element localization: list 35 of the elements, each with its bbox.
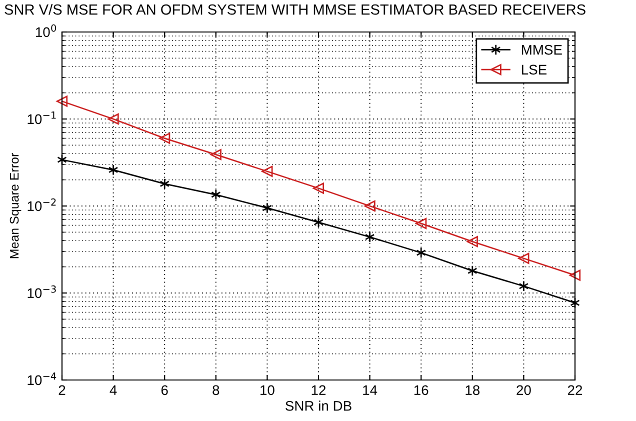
x-tick-label: 12 [312, 385, 326, 395]
point [108, 113, 119, 125]
point [416, 218, 427, 230]
chart-title: SNR V/S MSE FOR AN OFDM SYSTEM WITH MMSE ESTIMATOR BASED RECEIVERS [4, 4, 586, 15]
point [210, 149, 222, 160]
legend-label: LSE [522, 64, 546, 75]
x-tick-label: 10 [260, 385, 274, 396]
x-tick-label: 8 [212, 385, 220, 396]
point [56, 96, 68, 107]
point [569, 270, 581, 281]
point [108, 164, 118, 176]
x-tick-label: 20 [516, 385, 531, 396]
y-tick-label: 10$^{−4}$ [28, 372, 56, 386]
point [466, 236, 478, 248]
x-tick-label: 6 [161, 385, 168, 396]
x-axis-title: SNR in DB [286, 400, 352, 411]
x-tick-label: 16 [414, 385, 428, 396]
point [159, 132, 170, 144]
y-axis-title: Mean Square Error [10, 153, 22, 258]
x-tick-label: 2 [58, 385, 66, 395]
x-tick-label: 18 [466, 385, 480, 396]
point [262, 202, 272, 214]
x-tick-label: 4 [110, 385, 117, 395]
point [312, 182, 324, 194]
point [262, 166, 273, 177]
y-tick-label: 10$^{−3}$ [28, 285, 56, 298]
legend-label: MMSE [522, 44, 562, 55]
y-tick-label: 10$^{0}$ [36, 24, 56, 38]
x-tick-label: 22 [568, 385, 582, 395]
y-tick-label: 10$^{−2}$ [28, 198, 56, 212]
point [518, 252, 530, 264]
x-tick-label: 14 [363, 385, 378, 395]
point [364, 231, 375, 243]
y-tick-label: 10$^{−1}$ [28, 112, 56, 124]
point [364, 200, 376, 212]
